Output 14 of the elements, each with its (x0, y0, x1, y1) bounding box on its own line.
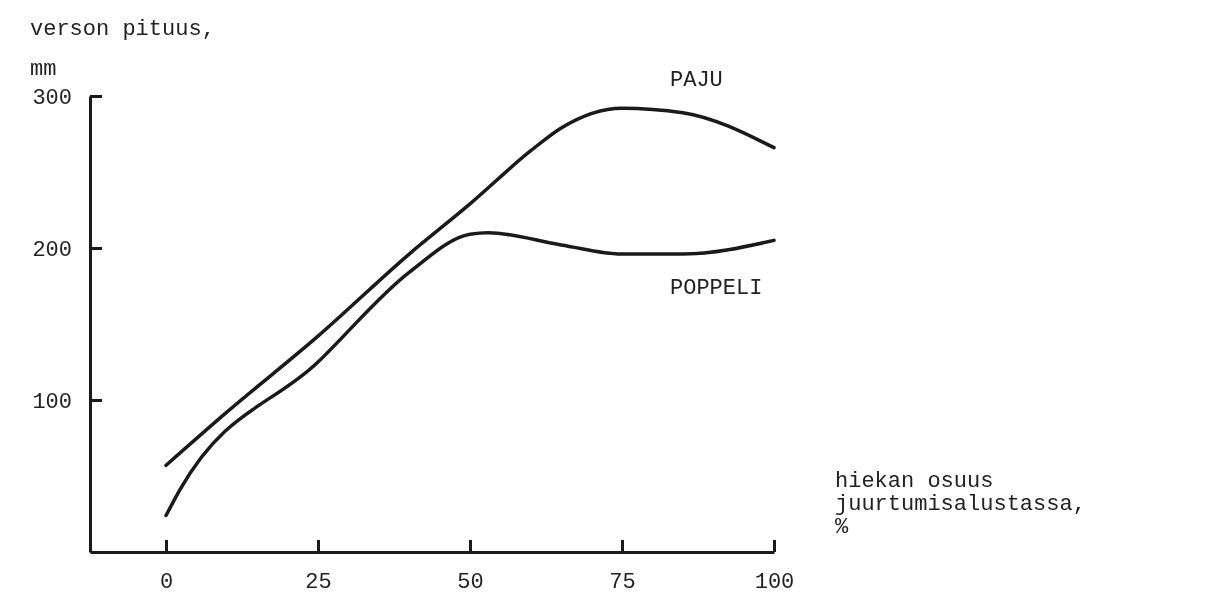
series-label: PAJU (670, 68, 723, 94)
x-tick-label: 75 (609, 569, 636, 593)
x-tick-label: 0 (159, 569, 174, 593)
line-series (164, 106, 776, 468)
y-tick-label: 200 (32, 237, 72, 263)
y-tick-label: 300 (32, 85, 72, 111)
y-axis-title: verson pituus, mm (30, 17, 215, 82)
series-label: POPPELI (670, 276, 763, 302)
y-tick-label: 100 (32, 389, 72, 415)
x-tick-label: 100 (754, 569, 795, 593)
x-tick-label: 25 (305, 569, 332, 593)
x-axis-title: hiekan osuus juurtumisalustassa, % (835, 469, 1086, 540)
x-tick-label: 50 (457, 569, 484, 593)
line-series (164, 231, 776, 518)
